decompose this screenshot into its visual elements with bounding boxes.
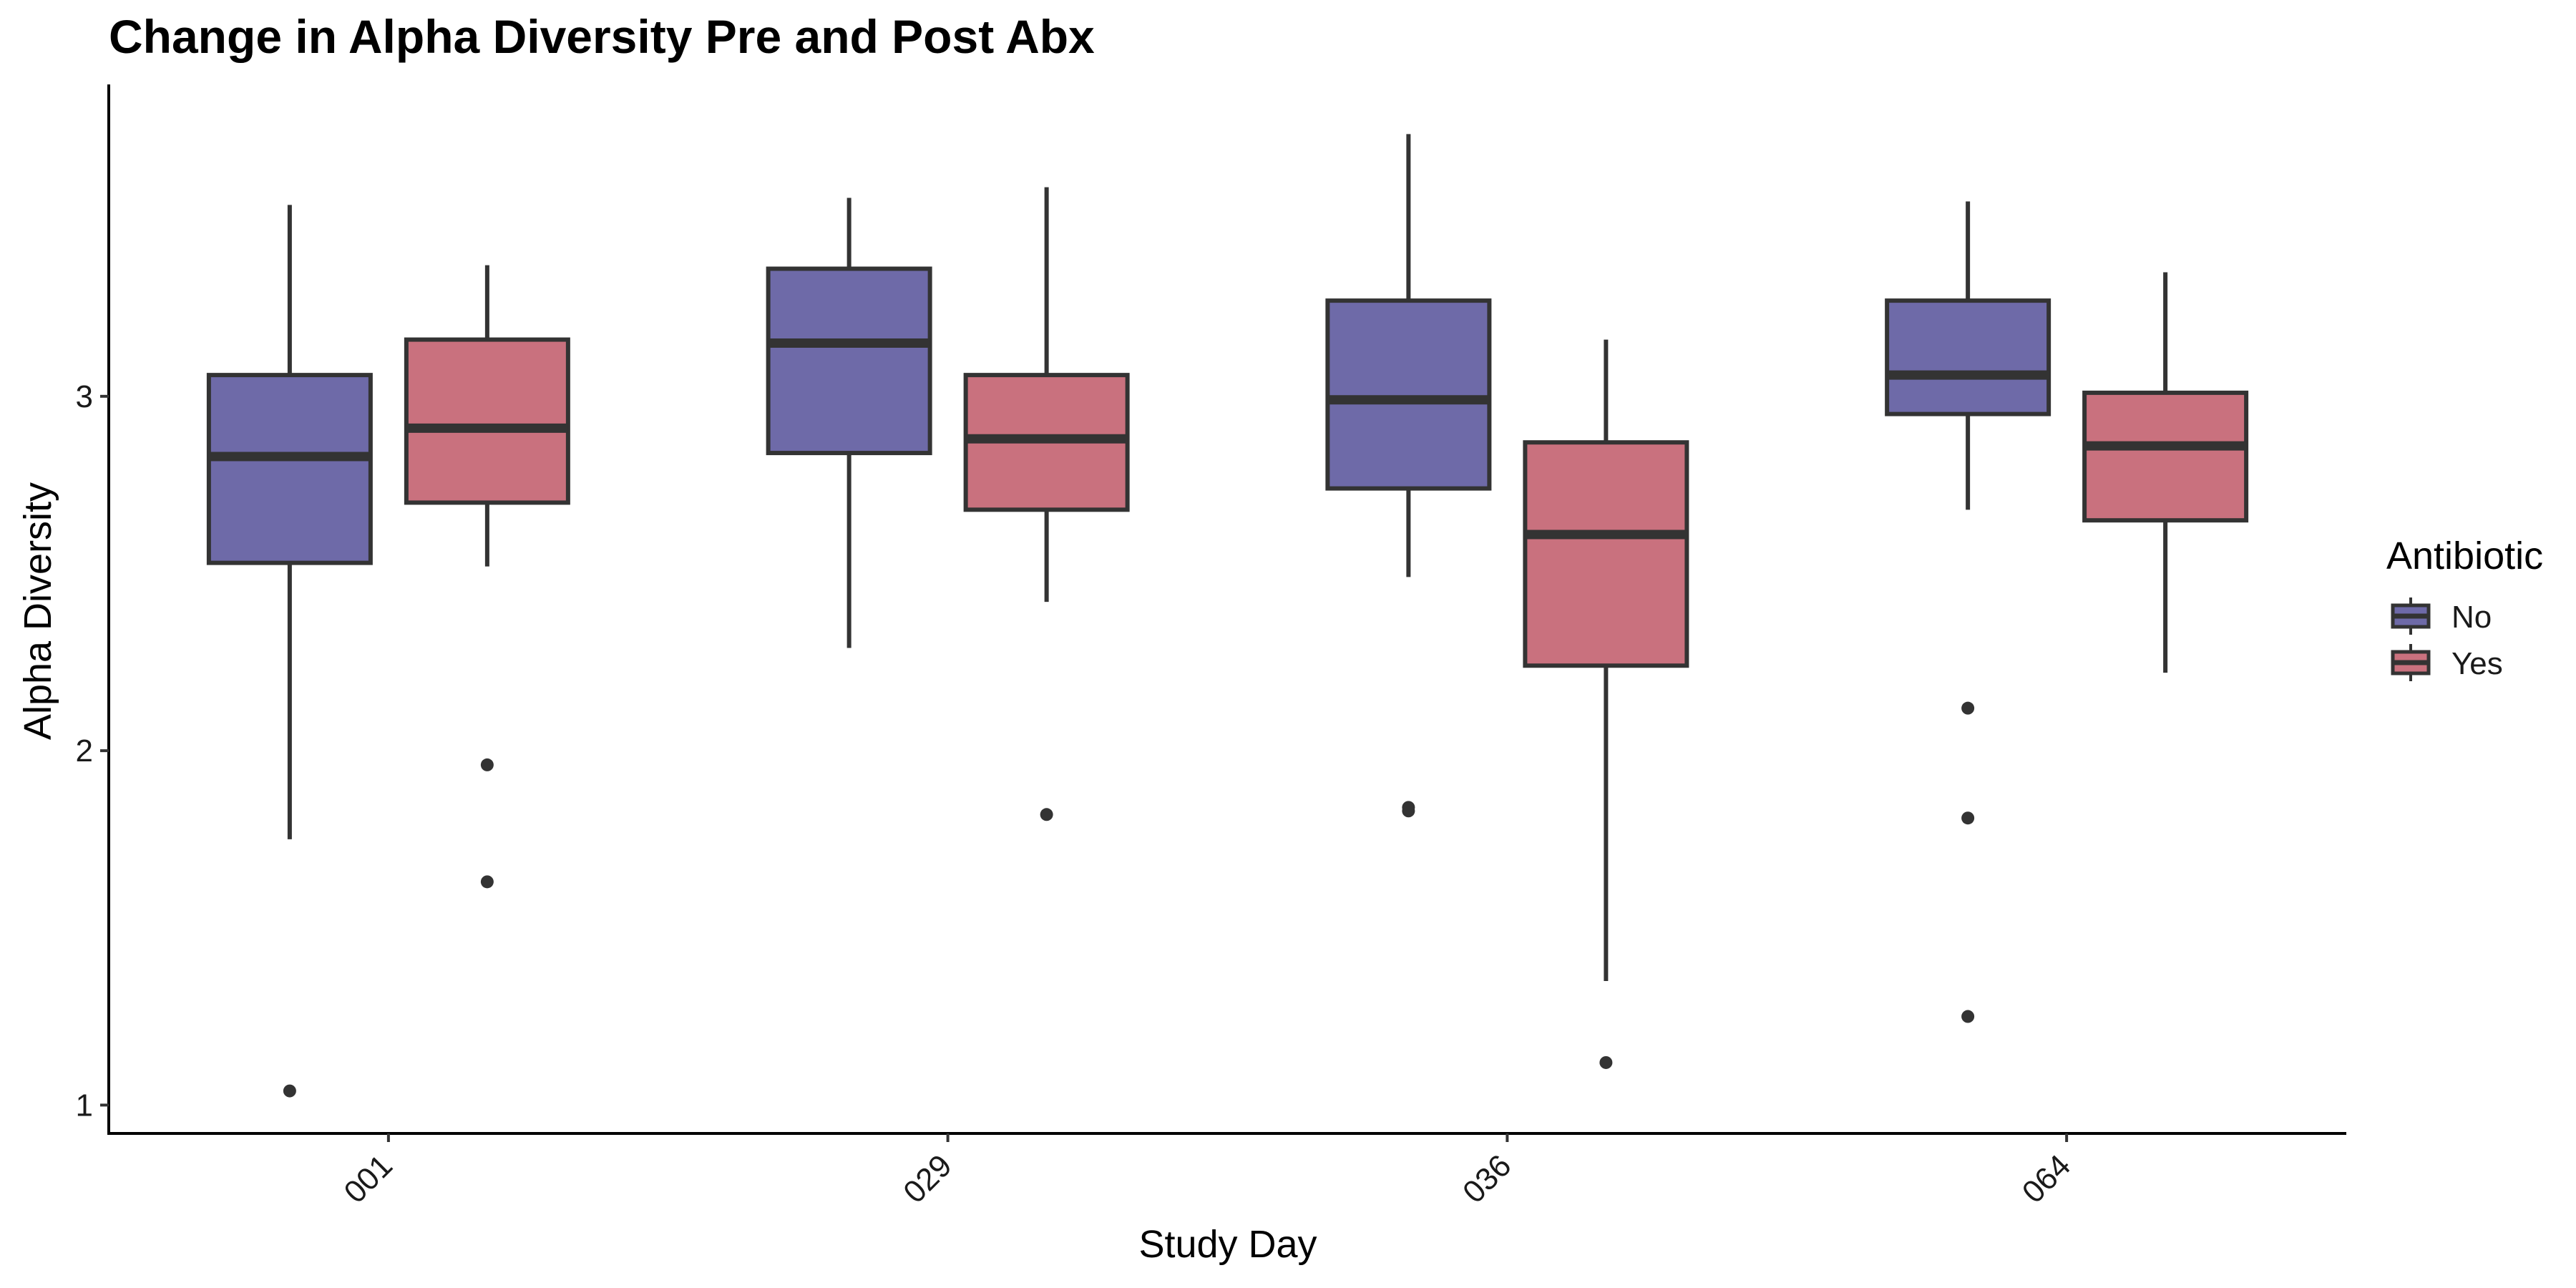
box-no-064 <box>1885 201 2051 1023</box>
x-axis-ticks: 001 029 036 064 <box>337 1133 2077 1210</box>
y-tick-label-1: 1 <box>76 1088 93 1123</box>
outlier-point-1 <box>480 875 494 889</box>
box-body <box>2082 390 2249 523</box>
box-yes-001 <box>404 265 570 889</box>
box-layer <box>206 134 2249 1098</box>
legend: Antibiotic No Yes <box>2386 535 2543 681</box>
box-no-029 <box>766 197 932 648</box>
outlier-point-2 <box>1961 1010 1975 1023</box>
box-body <box>206 373 373 565</box>
x-tick-label-029: 029 <box>897 1148 959 1210</box>
legend-label-no: No <box>2451 600 2492 635</box>
outlier-point-0 <box>283 1084 296 1098</box>
box-body <box>766 266 932 456</box>
y-tick-label-3: 3 <box>76 379 93 414</box>
outlier-point-1 <box>1402 801 1415 814</box>
outlier-point-0 <box>1599 1055 1613 1069</box>
y-axis-title: Alpha Diversity <box>16 482 59 740</box>
box-body <box>404 337 570 505</box>
legend-item-yes: Yes <box>2391 644 2503 681</box>
box-no-001 <box>206 205 373 1098</box>
box-yes-029 <box>963 187 1130 821</box>
legend-title: Antibiotic <box>2386 535 2543 577</box>
y-tick-label-2: 2 <box>76 733 93 769</box>
box-body <box>1885 298 2051 416</box>
outlier-point-0 <box>480 758 494 771</box>
outlier-point-0 <box>1961 701 1975 715</box>
chart-title: Change in Alpha Diversity Pre and Post A… <box>109 10 1095 63</box>
box-no-036 <box>1325 134 1492 818</box>
x-axis-title: Study Day <box>1138 1223 1317 1266</box>
plot-area: 1 2 3 001 029 036 064 <box>76 84 2346 1210</box>
box-yes-036 <box>1523 339 1689 1069</box>
x-tick-label-036: 036 <box>1456 1148 1518 1210</box>
box-yes-064 <box>2082 272 2249 673</box>
legend-item-no: No <box>2391 597 2492 635</box>
outlier-point-0 <box>1040 808 1053 821</box>
x-tick-label-001: 001 <box>337 1148 399 1210</box>
legend-label-yes: Yes <box>2451 646 2503 681</box>
x-tick-label-064: 064 <box>2016 1148 2078 1210</box>
box-body <box>1523 440 1689 668</box>
outlier-point-1 <box>1961 811 1975 825</box>
y-axis-ticks: 1 2 3 <box>76 379 109 1123</box>
box-body <box>1325 298 1492 491</box>
